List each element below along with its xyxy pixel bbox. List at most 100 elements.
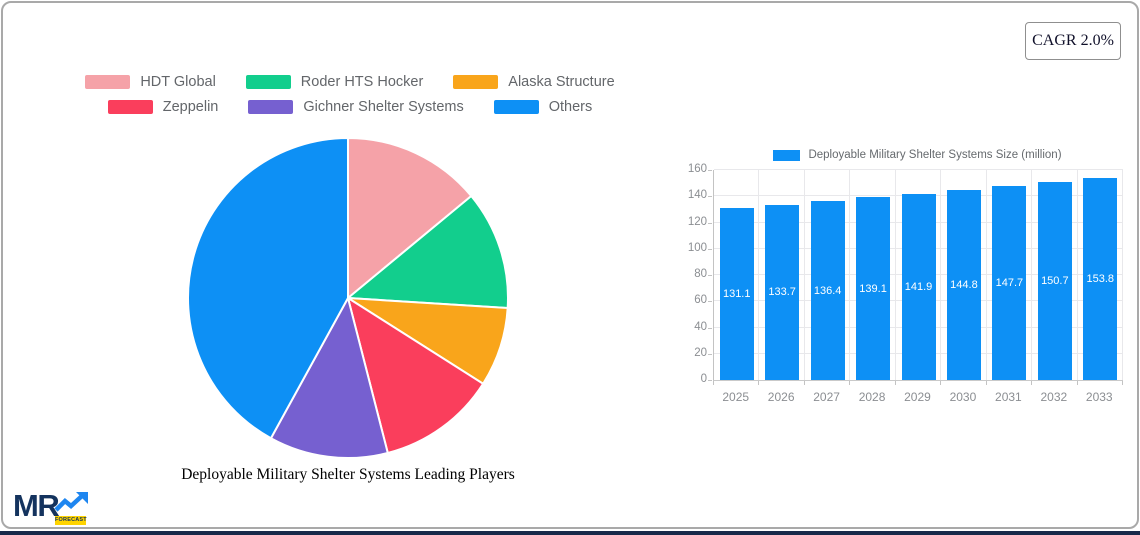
x-axis-tick-mark-4 bbox=[894, 381, 896, 385]
y-axis-tick-mark-160 bbox=[708, 170, 712, 171]
y-axis-tick-label-160: 160 bbox=[687, 163, 707, 175]
bar-plot-area: 131.1 133.7 136.4 139.1 141.9 144.8 147.7 150.7… bbox=[713, 169, 1123, 381]
bar-value-2030: 144.8 bbox=[950, 279, 978, 291]
legend-item-roder-hts-hocker[interactable]: Roder HTS Hocker bbox=[245, 74, 423, 90]
bar-2030[interactable] bbox=[946, 189, 981, 380]
bar-2031[interactable] bbox=[992, 186, 1027, 380]
bar-value-2026: 133.7 bbox=[768, 286, 796, 299]
pie-slice-hdt-global[interactable] bbox=[347, 136, 473, 301]
pie-slice-roder-hts-hocker[interactable] bbox=[345, 194, 509, 310]
legend-swatch-others bbox=[493, 100, 539, 114]
bar-legend-label: Deployable Military Shelter Systems Size… bbox=[808, 149, 1062, 161]
y-axis-tick-label-80: 80 bbox=[694, 268, 707, 280]
bar-value-2032: 150.7 bbox=[1041, 275, 1069, 288]
legend-item-others[interactable]: Others bbox=[493, 99, 593, 115]
gridline-x-3 bbox=[849, 170, 851, 380]
x-axis-label-2028: 2028 bbox=[858, 390, 886, 404]
bar-2026[interactable] bbox=[765, 204, 800, 380]
y-axis-tick-label-100: 100 bbox=[687, 241, 707, 254]
bar-2033[interactable] bbox=[1083, 178, 1118, 380]
pie-legend-row-1: HDT Global Roder HTS Hocker Alaska Structu… bbox=[85, 74, 615, 90]
gridline-x-5 bbox=[940, 170, 942, 380]
y-axis-tick-mark-60 bbox=[708, 301, 712, 303]
bar-2025[interactable] bbox=[719, 207, 754, 380]
legend-label-alaska-structure: Alaska Structure bbox=[508, 74, 615, 90]
bar-value-2033: 153.8 bbox=[1086, 273, 1115, 286]
bar-2029[interactable] bbox=[901, 193, 936, 380]
bar-chart: Deployable Military Shelter Systems Size… bbox=[663, 145, 1135, 415]
x-axis-label-2033: 2033 bbox=[1085, 390, 1113, 404]
legend-swatch-roder-hts-hocker bbox=[245, 75, 291, 89]
legend-item-alaska-structure[interactable]: Alaska Structure bbox=[453, 74, 615, 90]
y-axis-tick-label-120: 120 bbox=[687, 215, 707, 228]
legend-swatch-gichner-shelter-systems bbox=[248, 100, 294, 114]
pie-legend-row-2: Zeppelin Gichner Shelter Systems Others bbox=[107, 99, 593, 115]
bar-2028[interactable] bbox=[856, 197, 891, 380]
bar-legend-item[interactable]: Deployable Military Shelter Systems Size… bbox=[713, 148, 1122, 162]
pie-chart bbox=[187, 136, 509, 459]
legend-item-zeppelin[interactable]: Zeppelin bbox=[107, 99, 219, 115]
y-axis-tick-label-60: 60 bbox=[694, 294, 707, 307]
x-axis-label-2027: 2027 bbox=[813, 390, 840, 404]
legend-label-hdt-global: HDT Global bbox=[140, 74, 216, 90]
legend-swatch-hdt-global bbox=[85, 75, 131, 89]
bar-value-2029: 141.9 bbox=[904, 280, 933, 293]
y-axis-tick-mark-120 bbox=[708, 222, 712, 224]
y-axis-tick-mark-100 bbox=[708, 248, 712, 250]
pie-legend: HDT Global Roder HTS Hocker Alaska Structu… bbox=[40, 74, 660, 115]
trend-up-arrow-icon bbox=[54, 492, 88, 512]
legend-item-gichner-shelter-systems[interactable]: Gichner Shelter Systems bbox=[248, 99, 464, 115]
x-axis-label-2031: 2031 bbox=[995, 390, 1022, 404]
y-axis-tick-mark-80 bbox=[708, 275, 712, 276]
x-axis-tick-mark-9 bbox=[1122, 381, 1123, 385]
pie-chart-title: Deployable Military Shelter Systems Lead… bbox=[181, 466, 515, 483]
y-axis-tick-label-20: 20 bbox=[694, 346, 707, 359]
cagr-badge: CAGR 2.0% bbox=[1025, 22, 1121, 60]
bottom-accent-bar bbox=[0, 531, 1140, 535]
gridline-x-8 bbox=[1076, 170, 1078, 380]
bar-2027[interactable] bbox=[810, 201, 845, 380]
x-axis-tick-mark-8 bbox=[1076, 381, 1078, 385]
y-axis-tick-mark-140 bbox=[708, 196, 712, 198]
x-axis-label-2029: 2029 bbox=[904, 390, 931, 404]
bar-legend-swatch bbox=[773, 149, 801, 161]
gridline-x-7 bbox=[1031, 170, 1033, 380]
x-axis-tick-mark-0 bbox=[713, 381, 714, 385]
gridline-x-9 bbox=[1122, 170, 1123, 380]
gridline-x-1 bbox=[758, 170, 760, 380]
logo-forecast-badge: FORECAST bbox=[55, 516, 87, 525]
x-axis-label-2026: 2026 bbox=[767, 390, 795, 404]
x-axis-tick-mark-1 bbox=[758, 381, 760, 385]
logo-text: MR bbox=[13, 488, 60, 523]
legend-label-others: Others bbox=[548, 99, 593, 115]
x-axis-label-2030: 2030 bbox=[949, 390, 977, 404]
x-axis-label-2025: 2025 bbox=[722, 390, 750, 404]
gridline-y-160 bbox=[714, 169, 1123, 170]
legend-label-gichner-shelter-systems: Gichner Shelter Systems bbox=[303, 99, 464, 115]
mr-forecast-logo[interactable]: MR FORECAST bbox=[13, 489, 123, 529]
y-axis-tick-label-40: 40 bbox=[694, 320, 707, 333]
pie-slice-zeppelin[interactable] bbox=[346, 295, 485, 455]
gridline-x-2 bbox=[803, 170, 805, 380]
x-axis-tick-mark-6 bbox=[985, 381, 987, 385]
y-axis-tick-mark-20 bbox=[708, 353, 712, 355]
legend-item-hdt-global[interactable]: HDT Global bbox=[85, 74, 216, 90]
legend-label-zeppelin: Zeppelin bbox=[162, 99, 219, 115]
legend-swatch-zeppelin bbox=[107, 100, 153, 114]
y-axis-tick-label-140: 140 bbox=[687, 189, 707, 202]
pie-slice-gichner-shelter-systems[interactable] bbox=[269, 295, 390, 459]
pie-slice-others[interactable] bbox=[187, 136, 349, 440]
bar-value-2025: 131.1 bbox=[722, 288, 751, 300]
gridline-x-6 bbox=[985, 170, 987, 380]
bar-value-2031: 147.7 bbox=[995, 277, 1024, 290]
y-axis-tick-label-0: 0 bbox=[700, 373, 707, 385]
x-axis-tick-mark-7 bbox=[1031, 381, 1033, 385]
y-axis-tick-mark-40 bbox=[708, 327, 712, 329]
x-axis-tick-mark-2 bbox=[803, 381, 805, 385]
bar-2032[interactable] bbox=[1037, 182, 1072, 380]
x-axis-label-2032: 2032 bbox=[1040, 390, 1068, 404]
x-axis-tick-mark-3 bbox=[849, 381, 851, 385]
bar-value-2028: 139.1 bbox=[859, 282, 887, 295]
y-axis-tick-mark-0 bbox=[708, 380, 712, 381]
